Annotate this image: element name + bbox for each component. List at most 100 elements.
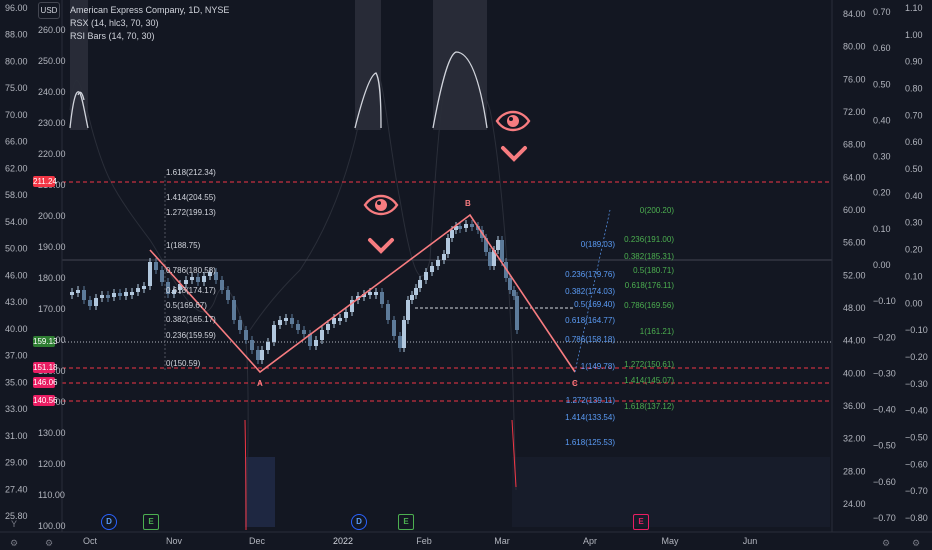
right-axis-2[interactable]: 0.70 0.60 0.50 0.40 0.30 0.20 0.10 0.00 −0.10 −0.… (873, 7, 896, 523)
candle-body[interactable] (244, 330, 248, 340)
candle-body[interactable] (172, 290, 176, 294)
indicator-rsi-bars[interactable]: RSI Bars (14, 70, 30) (70, 31, 155, 41)
candle-body[interactable] (284, 318, 288, 321)
candle-body[interactable] (106, 295, 110, 298)
candle-body[interactable] (220, 280, 224, 290)
gear-icon[interactable]: ⚙ (911, 538, 921, 548)
candle-body[interactable] (332, 318, 336, 324)
candle-body[interactable] (178, 284, 182, 290)
candle-body[interactable] (446, 238, 450, 254)
dividend-marker[interactable]: D (351, 514, 367, 530)
candle-body[interactable] (100, 295, 104, 298)
left-axis-outer[interactable]: 96.00 88.00 80.00 75.00 70.00 66.00 62.00 58.00… (5, 3, 28, 521)
candle-body[interactable] (488, 252, 492, 266)
candle-body[interactable] (196, 277, 200, 282)
y-axis-icon[interactable]: Y (10, 519, 17, 529)
gear-icon[interactable]: ⚙ (44, 538, 54, 548)
dividend-marker[interactable]: D (101, 514, 117, 530)
candle-body[interactable] (458, 226, 462, 229)
candle-body[interactable] (260, 350, 264, 360)
right-axis-3[interactable]: 1.10 1.00 0.90 0.80 0.70 0.60 0.50 0.40 0.30 0.20… (905, 3, 928, 523)
candle-body[interactable] (350, 300, 354, 312)
candle-body[interactable] (232, 300, 236, 320)
candle-body[interactable] (402, 320, 406, 348)
candle-body[interactable] (238, 320, 242, 330)
candle-body[interactable] (256, 350, 260, 360)
candle-body[interactable] (398, 336, 402, 348)
candle-body[interactable] (326, 324, 330, 330)
candle-body[interactable] (430, 266, 434, 272)
candle-body[interactable] (160, 270, 164, 282)
indicator-rsx[interactable]: RSX (14, hlc3, 70, 30) (70, 18, 159, 28)
candle-body[interactable] (344, 312, 348, 318)
candle-body[interactable] (70, 292, 74, 295)
candle-body[interactable] (124, 292, 128, 296)
candle-body[interactable] (450, 230, 454, 238)
candle-body[interactable] (112, 293, 116, 297)
candle-body[interactable] (296, 324, 300, 330)
time-axis[interactable]: Oct Nov Dec 2022 Feb Mar Apr May Jun (83, 536, 757, 546)
candle-body[interactable] (454, 226, 458, 230)
candle-body[interactable] (368, 292, 372, 295)
candle-body[interactable] (406, 300, 410, 320)
candle-body[interactable] (392, 320, 396, 336)
candle-body[interactable] (208, 272, 212, 276)
candle-body[interactable] (374, 292, 378, 295)
earnings-marker[interactable]: E (143, 514, 159, 530)
candle-body[interactable] (250, 340, 254, 350)
candle-body[interactable] (136, 288, 140, 292)
candle-body[interactable] (226, 290, 230, 300)
candle-body[interactable] (166, 282, 170, 294)
candle-body[interactable] (464, 224, 468, 228)
candle-body[interactable] (500, 240, 504, 262)
gear-icon[interactable]: ⚙ (9, 538, 19, 548)
candle-body[interactable] (148, 262, 152, 286)
candle-body[interactable] (442, 254, 446, 260)
candle-body[interactable] (130, 292, 134, 295)
candle-body[interactable] (515, 296, 519, 330)
earnings-marker[interactable]: E (633, 514, 649, 530)
candle-body[interactable] (142, 286, 146, 289)
candle-body[interactable] (418, 280, 422, 288)
candle-body[interactable] (436, 260, 440, 266)
candle-body[interactable] (484, 238, 488, 252)
candle-body[interactable] (380, 292, 384, 304)
candle-body[interactable] (410, 295, 414, 300)
candle-body[interactable] (424, 272, 428, 280)
candle-body[interactable] (508, 278, 512, 290)
abc-pattern-line[interactable] (149, 213, 576, 374)
candle-body[interactable] (278, 320, 282, 325)
candle-body[interactable] (386, 304, 390, 320)
candle-body[interactable] (88, 300, 92, 306)
candle-body[interactable] (492, 250, 496, 266)
candle-body[interactable] (94, 298, 98, 306)
candle-body[interactable] (302, 330, 306, 334)
candle-body[interactable] (496, 240, 500, 250)
candle-body[interactable] (184, 280, 188, 284)
candle-body[interactable] (154, 262, 158, 270)
candle-body[interactable] (320, 330, 324, 340)
symbol-title[interactable]: American Express Company, 1D, NYSE (70, 5, 230, 15)
left-axis-inner[interactable]: 260.00250.00240.00230.00220.00210.00200.… (38, 25, 66, 531)
candle-body[interactable] (512, 290, 516, 296)
earnings-marker[interactable]: E (398, 514, 414, 530)
candle-body[interactable] (190, 277, 194, 280)
currency-button[interactable]: USD (38, 2, 60, 19)
candle-body[interactable] (290, 318, 294, 324)
candle-body[interactable] (338, 318, 342, 321)
candle-body[interactable] (214, 272, 218, 280)
candle-body[interactable] (470, 224, 474, 227)
candle-body[interactable] (362, 294, 366, 297)
right-axis-1[interactable]: 84.00 80.00 76.00 72.00 68.00 64.00 60.00 56.00… (843, 9, 866, 509)
candle-body[interactable] (272, 325, 276, 342)
candle-body[interactable] (266, 342, 270, 350)
candle-body[interactable] (308, 334, 312, 346)
candle-body[interactable] (118, 293, 122, 296)
gear-icon[interactable]: ⚙ (881, 538, 891, 548)
candle-body[interactable] (202, 276, 206, 282)
candle-body[interactable] (414, 288, 418, 295)
candle-body[interactable] (314, 340, 318, 346)
candle-body[interactable] (82, 290, 86, 300)
candle-body[interactable] (76, 290, 80, 293)
